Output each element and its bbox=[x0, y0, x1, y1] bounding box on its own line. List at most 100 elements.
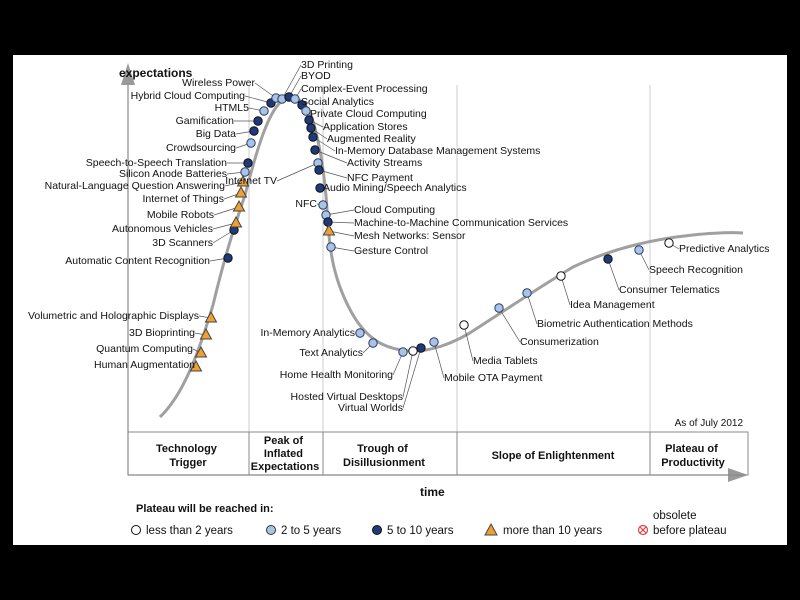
legend-dark-circle-icon bbox=[372, 525, 382, 535]
legend-title: Plateau will be reached in: bbox=[136, 503, 274, 515]
technology-label: Internet TV bbox=[225, 175, 277, 187]
triangle-marker-icon bbox=[232, 199, 246, 212]
triangle-marker-icon bbox=[236, 174, 250, 187]
light-circle-marker-icon bbox=[240, 167, 250, 177]
technology-label: NFC Payment bbox=[347, 172, 413, 184]
legend-obsolete-icon bbox=[637, 524, 649, 536]
technology-label: Crowdsourcing bbox=[166, 142, 236, 154]
dark-circle-marker-icon bbox=[416, 343, 426, 353]
phase-peak-of-inflated-expectations: Peak of Inflated Expectations bbox=[251, 435, 319, 473]
phase-band-dividers bbox=[248, 432, 651, 475]
triangle-marker-icon bbox=[234, 185, 248, 198]
technology-label: Internet of Things bbox=[142, 193, 224, 205]
technology-label: 3D Bioprinting bbox=[129, 327, 195, 339]
dark-circle-marker-icon bbox=[310, 145, 320, 155]
technology-label: Silicon Anode Batteries bbox=[119, 168, 227, 180]
technology-label: Speech-to-Speech Translation bbox=[86, 157, 227, 169]
technology-label: Application Stores bbox=[323, 121, 408, 133]
legend-label: less than 2 years bbox=[146, 525, 233, 537]
leader-line bbox=[526, 292, 538, 325]
leader-line bbox=[433, 341, 445, 379]
dark-circle-marker-icon bbox=[314, 165, 324, 175]
technology-label: 3D Scanners bbox=[152, 237, 213, 249]
technology-label: HTML5 bbox=[215, 102, 250, 114]
technology-label: Mobile OTA Payment bbox=[444, 372, 543, 384]
leader-line bbox=[607, 258, 620, 291]
technology-label: Human Augmentation bbox=[94, 359, 195, 371]
technology-label: Biometric Authentication Methods bbox=[537, 318, 693, 330]
leader-line bbox=[402, 347, 422, 409]
dark-circle-marker-icon bbox=[323, 217, 333, 227]
light-circle-marker-icon bbox=[368, 338, 378, 348]
technology-label: Social Analytics bbox=[301, 96, 374, 108]
phase-trough-of-disillusionment: Trough of Disillusionment bbox=[343, 443, 425, 469]
technology-label: Audio Mining/Speech Analytics bbox=[323, 182, 467, 194]
light-circle-marker-icon bbox=[429, 337, 439, 347]
dark-circle-marker-icon bbox=[308, 132, 318, 142]
technology-label: Speech Recognition bbox=[649, 264, 743, 276]
technology-label: In-Memory Analytics bbox=[260, 327, 355, 339]
technology-label: Virtual Worlds bbox=[338, 402, 403, 414]
triangle-marker-icon bbox=[229, 215, 243, 228]
legend-label: before plateau bbox=[653, 525, 727, 537]
technology-label: Autonomous Vehicles bbox=[112, 223, 213, 235]
legend-light-circle-icon bbox=[266, 525, 276, 535]
technology-label: Wireless Power bbox=[182, 77, 255, 89]
white-circle-marker-icon bbox=[408, 346, 418, 356]
leader-line bbox=[318, 169, 348, 179]
phase-slope-of-enlightenment: Slope of Enlightenment bbox=[492, 450, 615, 462]
dark-circle-marker-icon bbox=[603, 254, 613, 264]
legend: Plateau will be reached in: less than 2 … bbox=[131, 503, 727, 537]
light-circle-marker-icon bbox=[246, 138, 256, 148]
light-circle-marker-icon bbox=[494, 303, 504, 313]
light-circle-marker-icon bbox=[301, 106, 311, 116]
technology-label: Activity Streams bbox=[347, 157, 422, 169]
leader-line bbox=[560, 275, 571, 306]
technology-label: NFC bbox=[295, 198, 317, 210]
leader-line bbox=[281, 64, 302, 100]
technology-markers bbox=[189, 92, 674, 372]
phase-technology-trigger: Technology Trigger bbox=[156, 443, 220, 469]
legend-label: more than 10 years bbox=[503, 525, 602, 537]
legend-label: 2 to 5 years bbox=[281, 525, 341, 537]
technology-label: Home Health Monitoring bbox=[280, 369, 393, 381]
technology-label: Media Tablets bbox=[473, 355, 538, 367]
y-axis-label: expectations bbox=[119, 66, 193, 80]
technology-label: Mesh Networks: Sensor bbox=[354, 230, 466, 242]
technology-label: BYOD bbox=[301, 70, 331, 82]
phase-band bbox=[127, 431, 749, 476]
y-axis-arrow-icon bbox=[121, 63, 135, 85]
technology-label: In-Memory Database Management Systems bbox=[335, 145, 540, 157]
white-circle-marker-icon bbox=[556, 271, 566, 281]
triangle-marker-icon bbox=[189, 359, 203, 372]
white-circle-marker-icon bbox=[459, 320, 469, 330]
technology-label: Augmented Reality bbox=[327, 133, 416, 145]
dark-circle-marker-icon bbox=[243, 158, 253, 168]
legend-white-circle-icon bbox=[131, 525, 141, 535]
x-axis-label: time bbox=[420, 485, 445, 499]
technology-label: Gesture Control bbox=[354, 245, 428, 257]
triangle-marker-icon bbox=[199, 327, 213, 340]
light-circle-marker-icon bbox=[355, 328, 365, 338]
phase-plateau-of-productivity: Plateau of Productivity bbox=[661, 443, 725, 469]
technology-label: Consumerization bbox=[520, 336, 599, 348]
leader-line bbox=[276, 162, 319, 182]
triangle-marker-icon bbox=[204, 310, 218, 323]
technology-label: Volumetric and Holographic Displays bbox=[28, 310, 199, 322]
legend-triangle-icon bbox=[484, 522, 498, 536]
technology-label: Automatic Content Recognition bbox=[65, 255, 210, 267]
leader-line bbox=[498, 307, 521, 343]
dark-circle-marker-icon bbox=[315, 183, 325, 193]
light-circle-marker-icon bbox=[318, 200, 328, 210]
technology-label: Cloud Computing bbox=[354, 204, 435, 216]
technology-label: Text Analytics bbox=[299, 347, 363, 359]
triangle-marker-icon bbox=[322, 223, 336, 236]
technology-label: Machine-to-Machine Communication Service… bbox=[354, 217, 568, 229]
technology-label: Private Cloud Computing bbox=[310, 108, 427, 120]
dark-circle-marker-icon bbox=[223, 253, 233, 263]
light-circle-marker-icon bbox=[326, 242, 336, 252]
technology-label: Hosted Virtual Desktops bbox=[291, 391, 403, 403]
technology-labels: Human Augmentation Quantum Computing 3D Bi… bbox=[28, 59, 769, 414]
leader-line bbox=[325, 209, 355, 216]
legend-label: obsolete bbox=[653, 510, 696, 522]
